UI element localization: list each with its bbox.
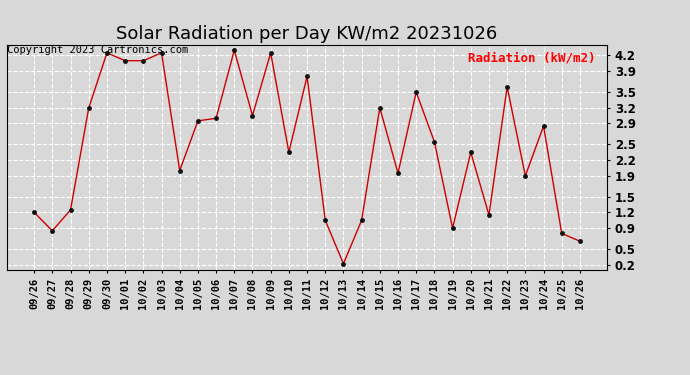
Title: Solar Radiation per Day KW/m2 20231026: Solar Radiation per Day KW/m2 20231026	[117, 26, 497, 44]
Text: Copyright 2023 Cartronics.com: Copyright 2023 Cartronics.com	[7, 45, 188, 55]
Text: Radiation (kW/m2): Radiation (kW/m2)	[468, 52, 595, 65]
